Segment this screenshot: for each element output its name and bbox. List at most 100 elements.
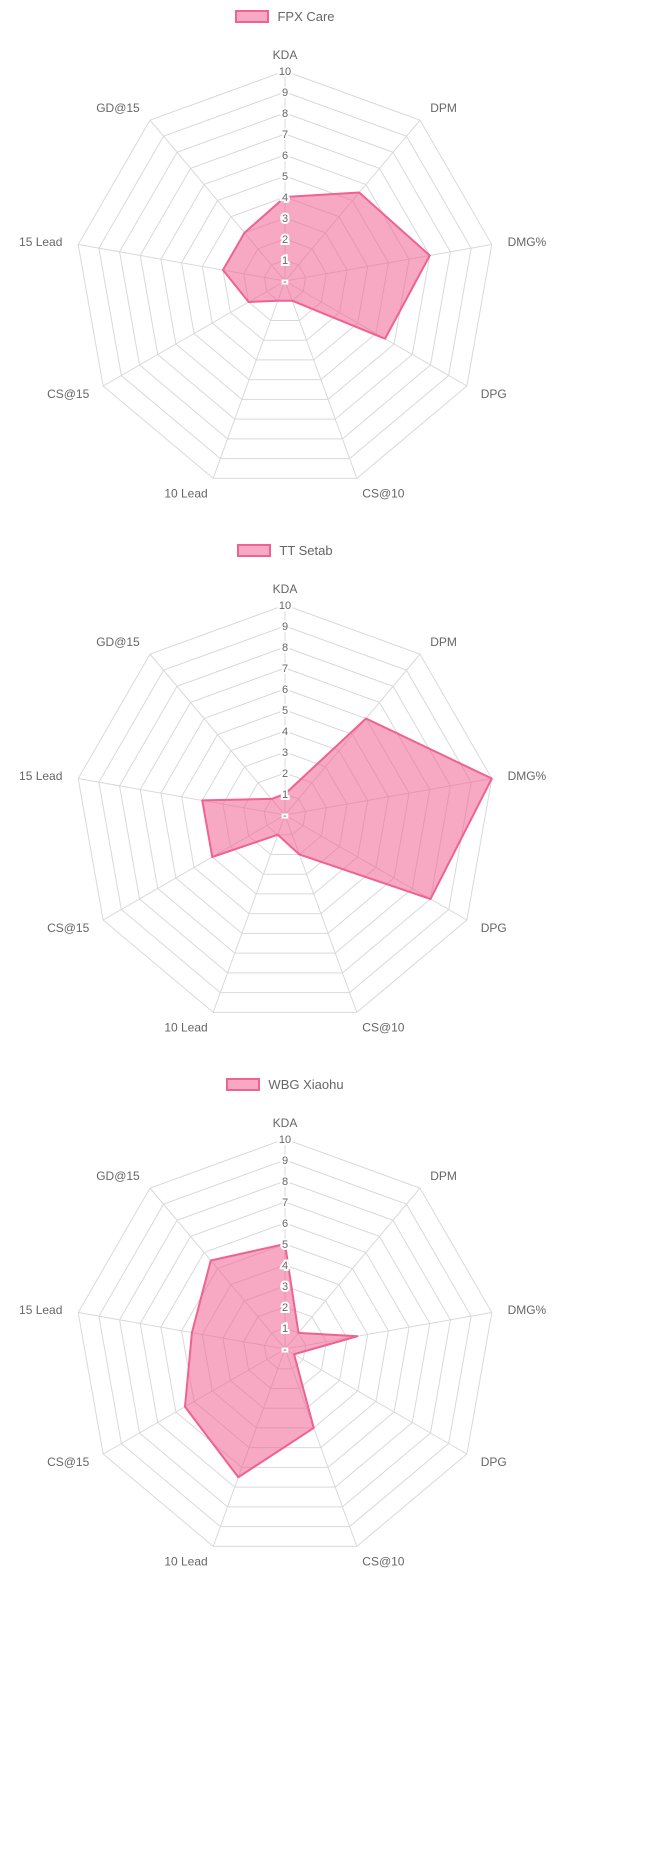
tick-label: 9 <box>282 87 288 99</box>
legend-swatch <box>226 1077 261 1091</box>
axis-label-dpm: DPM <box>430 635 457 649</box>
grid-ring <box>98 625 472 994</box>
axis-label-15-lead: 15 Lead <box>19 769 62 783</box>
tick-label: 10 <box>279 1134 291 1146</box>
axis-label-kda: KDA <box>273 582 298 596</box>
tick-label: 4 <box>282 1260 288 1272</box>
radar-chart-tt-setab: 10 9 8 7 6 5 4 3 2 1 - KDA DPM DMG% DPG CS@10 10 Lead CS@… <box>19 582 547 1034</box>
legend-label: FPX Care <box>277 8 335 24</box>
chart-legend[interactable]: WBG Xiaohu <box>0 1074 570 1094</box>
tick-label: 4 <box>282 726 288 738</box>
tick-label: 2 <box>282 234 288 246</box>
tick-label: 2 <box>282 768 288 780</box>
grid-ring <box>77 70 493 479</box>
axis-label-kda: KDA <box>273 1116 298 1130</box>
tick-label: 5 <box>282 1239 288 1251</box>
series-area <box>221 191 431 340</box>
tick-labels: 10 9 8 7 6 5 4 3 2 1 - <box>277 64 293 290</box>
tick-label: 3 <box>282 213 288 225</box>
grid-ring <box>160 1222 410 1468</box>
axis-label-dmg-: DMG% <box>508 769 547 783</box>
axis-label-10-lead: 10 Lead <box>164 486 207 500</box>
tick-label: 8 <box>282 642 288 654</box>
tick-label: 3 <box>282 747 288 759</box>
tick-label: 2 <box>282 1302 288 1314</box>
tick-label: - <box>283 1344 287 1356</box>
axis-label-cs-15: CS@15 <box>47 1455 90 1469</box>
axis-label-dpm: DPM <box>430 1169 457 1183</box>
legend-label: WBG Xiaohu <box>268 1076 344 1092</box>
legend-swatch <box>235 9 270 23</box>
axis-label-gd-15: GD@15 <box>96 101 140 115</box>
tick-label: 5 <box>282 705 288 717</box>
tick-label: - <box>283 810 287 822</box>
tick-label: 10 <box>279 600 291 612</box>
tick-labels: 10 9 8 7 6 5 4 3 2 1 - <box>277 1132 293 1358</box>
tick-label: 1 <box>282 1323 288 1335</box>
grid-ring <box>119 1180 451 1508</box>
axis-label-dpg: DPG <box>481 387 507 401</box>
axis-label-15-lead: 15 Lead <box>19 1303 62 1317</box>
tick-label: 5 <box>282 171 288 183</box>
grid-spoke <box>149 653 286 816</box>
tick-label: 4 <box>282 192 288 204</box>
axis-label-dpg: DPG <box>481 921 507 935</box>
tick-label: 6 <box>282 1218 288 1230</box>
axis-label-10-lead: 10 Lead <box>164 1020 207 1034</box>
axis-label-cs-15: CS@15 <box>47 387 90 401</box>
tick-label: 10 <box>279 66 291 78</box>
tick-label: 7 <box>282 1197 288 1209</box>
grid-spoke <box>284 1187 421 1350</box>
radar-chart-wbg-xiaohu: 10 9 8 7 6 5 4 3 2 1 - KDA DPM DMG% DPG CS@10 10 Lead CS@… <box>19 1116 547 1568</box>
radar-section-tt-setab: TT Setab 10 9 8 7 6 5 4 3 2 1- KDA DPM DMG% DPG CS@10 1… <box>0 540 658 1060</box>
tick-label: 3 <box>282 1281 288 1293</box>
tick-label: 8 <box>282 108 288 120</box>
axis-label-kda: KDA <box>273 48 298 62</box>
grid-spoke <box>284 1348 468 1455</box>
axis-label-15-lead: 15 Lead <box>19 235 62 249</box>
grid-ring <box>139 1201 431 1488</box>
grid-ring <box>98 1159 472 1528</box>
grid-ring <box>77 1138 493 1547</box>
legend-swatch <box>237 543 272 557</box>
axis-label-10-lead: 10 Lead <box>164 1554 207 1568</box>
axis-label-cs-15: CS@15 <box>47 921 90 935</box>
tick-label: 7 <box>282 129 288 141</box>
legend-label: TT Setab <box>279 542 333 558</box>
tick-label: 1 <box>282 789 288 801</box>
axis-label-gd-15: GD@15 <box>96 1169 140 1183</box>
grid-ring <box>77 604 493 1013</box>
axis-label-dmg-: DMG% <box>508 235 547 249</box>
tick-label: 6 <box>282 150 288 162</box>
tick-label: 6 <box>282 684 288 696</box>
tick-label: - <box>283 276 287 288</box>
grid-ring <box>119 646 451 974</box>
axis-label-cs-10: CS@10 <box>362 486 405 500</box>
grid-ring <box>119 112 451 440</box>
axis-label-dmg-: DMG% <box>508 1303 547 1317</box>
tick-labels: 10 9 8 7 6 5 4 3 2 1 - <box>277 598 293 824</box>
radar-section-wbg-xiaohu: WBG Xiaohu 10 9 8 7 6 5 4 3 2 1 - KDA DPM DMG% DPG CS@1… <box>0 1074 658 1594</box>
grid-ring <box>98 91 472 460</box>
radar-section-fpx-care: FPX Care 10 9 8 7 6 5 4 3 2 1- KDA DPM DMG% DPG CS@10 1… <box>0 6 658 526</box>
chart-legend[interactable]: FPX Care <box>0 6 570 26</box>
axis-label-gd-15: GD@15 <box>96 635 140 649</box>
grid-ring <box>139 133 431 420</box>
axis-label-dpm: DPM <box>430 101 457 115</box>
tick-label: 9 <box>282 1155 288 1167</box>
axis-label-cs-10: CS@10 <box>362 1554 405 1568</box>
axis-label-dpg: DPG <box>481 1455 507 1469</box>
axis-label-cs-10: CS@10 <box>362 1020 405 1034</box>
tick-label: 9 <box>282 621 288 633</box>
grid-spoke <box>212 280 286 479</box>
radar-chart-fpx-care: 10 9 8 7 6 5 4 3 2 1 - KDA DPM DMG% DPG CS@10 10 Lead CS@… <box>19 48 547 500</box>
tick-label: 1 <box>282 255 288 267</box>
series-area <box>183 1243 359 1479</box>
grid-spoke <box>212 814 286 1013</box>
series-area <box>201 717 493 900</box>
tick-label: 7 <box>282 663 288 675</box>
tick-label: 8 <box>282 1176 288 1188</box>
chart-legend[interactable]: TT Setab <box>0 540 570 560</box>
grid-spoke <box>284 280 358 479</box>
